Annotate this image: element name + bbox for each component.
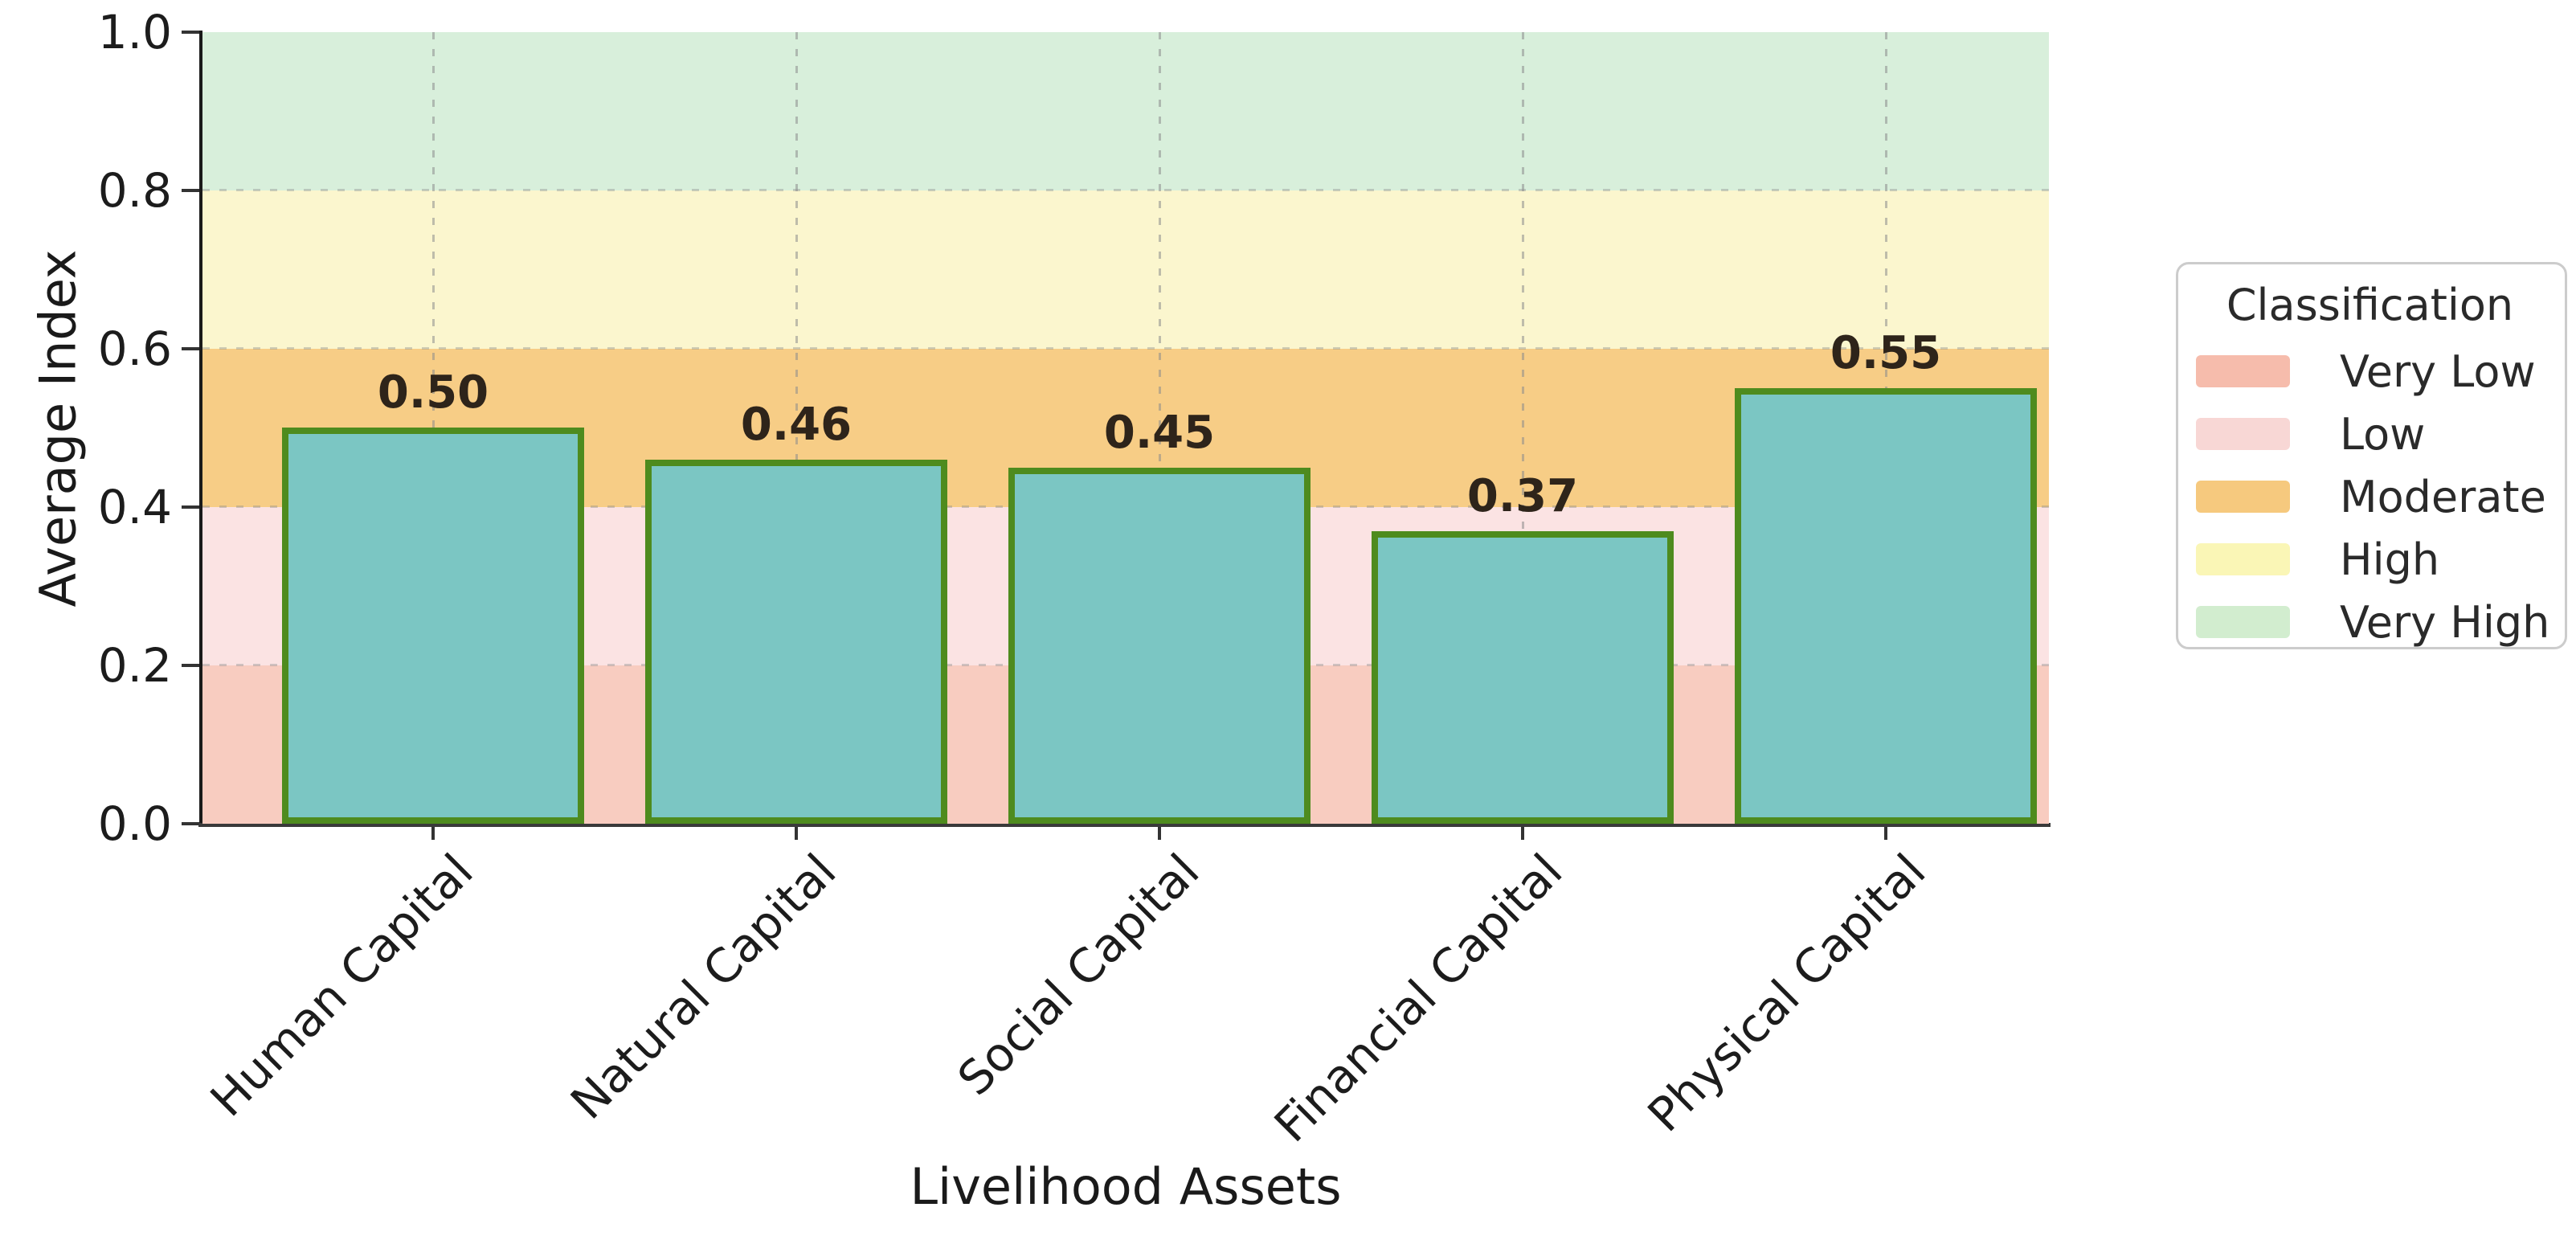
vertical-gridline	[1159, 32, 1161, 824]
y-axis-title: Average Index	[28, 249, 88, 607]
legend-entry-low: Low	[2196, 403, 2544, 465]
y-tick-label: 1.0	[97, 5, 172, 59]
legend-swatch-very-low	[2196, 355, 2290, 387]
legend-label-low: Low	[2340, 408, 2426, 460]
y-tick-label: 0.6	[97, 321, 172, 376]
x-tick-mark	[1158, 827, 1161, 840]
legend-label-moderate: Moderate	[2340, 471, 2546, 522]
y-axis-line	[199, 31, 202, 827]
legend-label-high: High	[2340, 534, 2440, 585]
bar-value-label: 0.55	[1830, 327, 1942, 379]
band-high	[202, 190, 2049, 349]
legend-swatch-moderate	[2196, 481, 2290, 513]
x-axis-title: Livelihood Assets	[910, 1157, 1342, 1216]
y-tick-label: 0.4	[97, 480, 172, 534]
y-tick-label: 0.2	[97, 638, 172, 693]
bar-value-label: 0.37	[1466, 470, 1579, 522]
x-tick-label-social-capital: Social Capital	[947, 843, 1210, 1107]
legend-entry-moderate: Moderate	[2196, 465, 2546, 528]
legend-entry-very-low: Very Low	[2196, 340, 2544, 403]
x-tick-label-financial-capital: Financial Capital	[1264, 843, 1573, 1153]
y-tick-mark	[182, 347, 199, 350]
vertical-gridline	[1522, 32, 1524, 824]
x-axis-line	[198, 823, 2051, 827]
legend-label-very-high: Very High	[2340, 596, 2550, 648]
y-tick-mark	[182, 664, 199, 667]
y-tick-label: 0.0	[97, 796, 172, 851]
x-tick-mark	[431, 827, 435, 840]
band-very-high	[202, 32, 2049, 190]
y-tick-mark	[182, 31, 199, 34]
legend-entry-high: High	[2196, 528, 2544, 591]
bar-financial-capital	[1372, 531, 1674, 824]
legend-swatch-very-high	[2196, 606, 2290, 638]
bar-value-label: 0.45	[1103, 407, 1216, 459]
bar-natural-capital	[645, 460, 947, 824]
legend-swatch-low	[2196, 418, 2290, 450]
x-tick-label-human-capital: Human Capital	[199, 843, 484, 1128]
bar-human-capital	[282, 428, 584, 824]
bar-social-capital	[1008, 468, 1310, 824]
legend-title: Classification	[2226, 280, 2514, 330]
bar-value-label: 0.46	[740, 399, 853, 451]
plot-area: 0.50 0.46 0.45 0.37 0.55	[202, 32, 2049, 824]
horizontal-gridline	[202, 347, 2049, 350]
y-tick-label: 0.8	[97, 163, 172, 218]
x-tick-mark	[795, 827, 798, 840]
y-tick-mark	[182, 822, 199, 825]
horizontal-gridline	[202, 189, 2049, 191]
vertical-gridline	[795, 32, 798, 824]
legend-swatch-high	[2196, 543, 2290, 575]
bar-physical-capital	[1735, 388, 2037, 824]
x-tick-label-natural-capital: Natural Capital	[560, 843, 847, 1130]
legend-label-very-low: Very Low	[2340, 346, 2536, 397]
x-tick-mark	[1884, 827, 1887, 840]
legend-rows: Very Low Low Moderate High Very High	[2196, 340, 2549, 653]
x-tick-label-physical-capital: Physical Capital	[1637, 843, 1936, 1143]
x-tick-mark	[1521, 827, 1524, 840]
legend: Classification Very Low Low Moderate High Ve…	[2176, 262, 2567, 649]
bar-value-label: 0.50	[377, 366, 489, 419]
legend-entry-very-high: Very High	[2196, 591, 2549, 653]
y-tick-mark	[182, 505, 199, 509]
y-tick-mark	[182, 189, 199, 192]
